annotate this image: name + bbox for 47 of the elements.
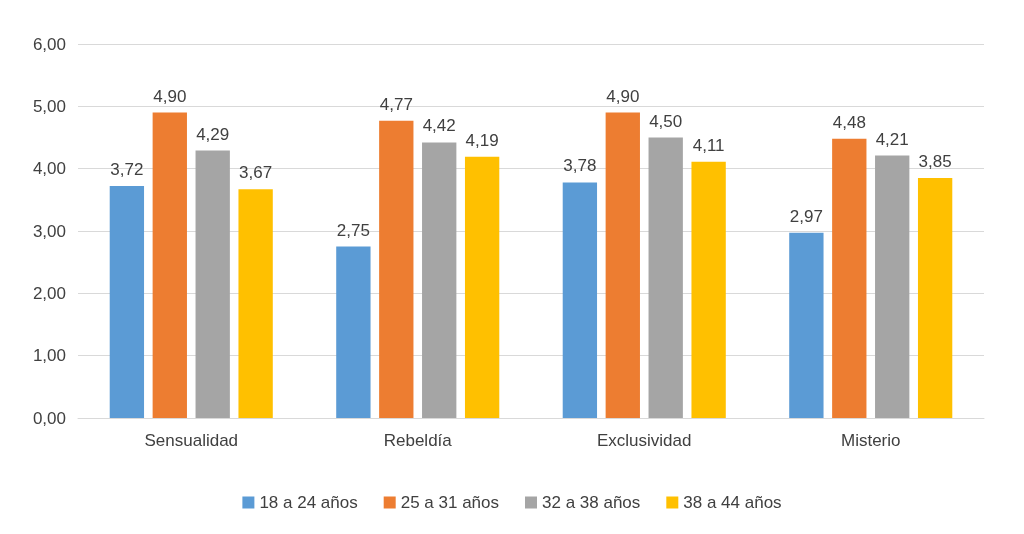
bar: [917, 178, 953, 418]
bar: [109, 186, 145, 418]
bar: [238, 189, 273, 418]
bar: [464, 156, 500, 418]
bar: [195, 150, 230, 418]
bar: [152, 112, 187, 418]
data-label: 4,19: [465, 130, 499, 150]
y-tick-label: 1,00: [32, 346, 66, 366]
bar: [605, 112, 640, 418]
data-label: 4,90: [153, 86, 187, 106]
bar: [379, 120, 414, 418]
data-label: 4,48: [832, 112, 866, 132]
data-label: 4,29: [196, 124, 230, 144]
y-tick-label: 2,00: [32, 283, 66, 303]
data-label: 4,50: [649, 111, 683, 131]
data-label: 3,78: [563, 156, 597, 176]
bar: [875, 155, 910, 418]
x-tick-label: Misterio: [840, 431, 901, 450]
data-label: 2,75: [336, 220, 370, 240]
x-tick-label: Rebeldía: [383, 431, 453, 450]
legend-label: 25 a 31 años: [400, 493, 500, 512]
y-tick-label: 0,00: [32, 408, 66, 428]
data-label: 4,11: [692, 135, 725, 155]
bar: [832, 138, 867, 418]
data-label: 3,72: [110, 160, 144, 180]
bar: [562, 182, 598, 418]
data-label: 2,97: [789, 206, 823, 226]
y-tick-label: 6,00: [32, 34, 66, 54]
legend-label: 32 a 38 años: [542, 493, 641, 512]
bar: [648, 137, 683, 418]
legend-label: 38 a 44 años: [683, 493, 782, 512]
data-label: 3,85: [918, 152, 952, 172]
bar: [336, 246, 371, 418]
x-tick-label: Exclusividad: [597, 431, 692, 450]
legend-label: 18 a 24 años: [259, 493, 358, 512]
y-tick-label: 5,00: [32, 96, 66, 116]
bar: [789, 232, 824, 418]
bar: [422, 142, 457, 418]
data-label: 4,77: [379, 94, 413, 114]
data-label: 4,90: [606, 86, 640, 106]
bar: [691, 161, 726, 418]
x-tick-label: Sensualidad: [144, 431, 239, 450]
data-label: 3,67: [239, 163, 273, 183]
data-label: 4,42: [422, 116, 456, 136]
data-label: 4,21: [875, 129, 909, 149]
y-tick-label: 4,00: [32, 159, 66, 179]
y-tick-label: 3,00: [32, 221, 66, 241]
